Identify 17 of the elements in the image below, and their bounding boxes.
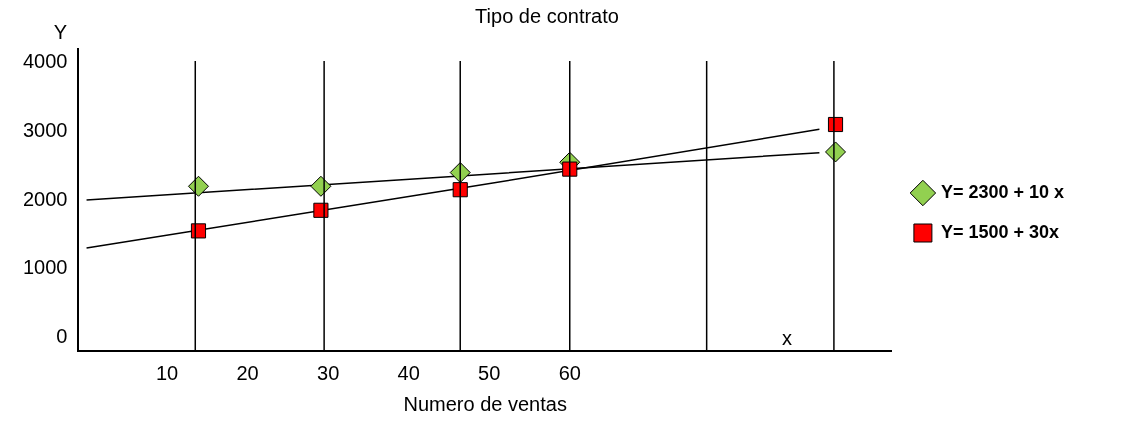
x-axis-title: Numero de ventas (403, 392, 567, 415)
y-tick-label: 2000 (22, 187, 68, 210)
y-tick-label: 0 (56, 324, 68, 347)
y-tick-label: 4000 (22, 50, 68, 73)
legend-label: Y= 1500 + 30x (940, 221, 1059, 242)
y-axis-title: Y (53, 20, 68, 43)
x-tick-label: 30 (317, 361, 340, 384)
y-tick-label: 1000 (22, 256, 68, 279)
x-tick-label: 20 (236, 361, 259, 384)
x-tick-label: 40 (397, 361, 420, 384)
y-tick-label: 3000 (22, 118, 68, 141)
legend-label: Y= 2300 + 10 x (940, 181, 1064, 202)
annotation: x (781, 326, 792, 349)
chart-title: Tipo de contrato (475, 4, 619, 27)
x-tick-label: 60 (558, 361, 581, 384)
x-tick-label: 10 (155, 361, 179, 384)
x-tick-label: 50 (478, 361, 501, 384)
